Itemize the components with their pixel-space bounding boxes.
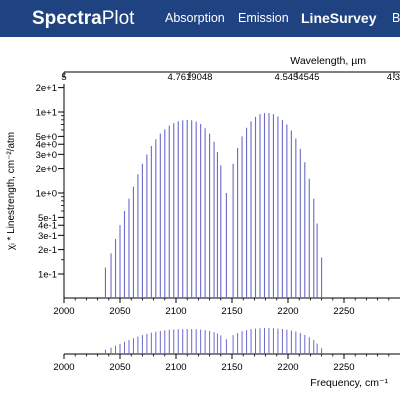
app-logo[interactable]: SpectraPlot bbox=[32, 8, 134, 30]
overview-x-tick-group: 2000 2050 2100 2150 2200 2250 bbox=[53, 354, 390, 373]
y-tick-label: 5e-1 bbox=[38, 213, 57, 224]
nav-absorption[interactable]: Absorption bbox=[165, 11, 225, 25]
y-tick-label: 2e-1 bbox=[38, 245, 57, 256]
overview-x-tick-label: 2100 bbox=[165, 362, 186, 373]
y-tick-label: 4e+0 bbox=[36, 140, 57, 151]
top-tick-label: 4.3 bbox=[387, 72, 400, 83]
x-axis-label: Frequency, cm⁻¹ bbox=[310, 377, 388, 389]
top-tick-label: 4.7619048 bbox=[168, 72, 213, 83]
y-tick-label: 1e+0 bbox=[36, 189, 57, 200]
y-tick-label: 3e-1 bbox=[38, 231, 57, 242]
y-tick-label: 2e+0 bbox=[36, 164, 57, 175]
overview-x-tick-label: 2000 bbox=[53, 362, 74, 373]
brand-light-text: Plot bbox=[101, 8, 135, 29]
x-tick-label: 2150 bbox=[221, 306, 242, 317]
brand-bold-text: Spectra bbox=[32, 8, 102, 29]
overview-x-tick-label: 2200 bbox=[277, 362, 298, 373]
spectral-lines bbox=[104, 113, 323, 298]
y-tick-label: 1e+1 bbox=[36, 108, 57, 119]
x-tick-group: 2000 2050 2100 2150 2200 2250 bbox=[53, 298, 390, 317]
x-tick-label: 2000 bbox=[53, 306, 74, 317]
y-axis-label: χᵢ * Linestrength, cm⁻²/atm bbox=[6, 132, 17, 250]
top-navigation-bar: SpectraPlot Absorption Emission LineSurv… bbox=[0, 0, 400, 37]
top-tick-label: 5 bbox=[61, 72, 66, 83]
nav-linesurvey[interactable]: LineSurvey bbox=[301, 10, 377, 26]
x-tick-label: 2250 bbox=[333, 306, 354, 317]
overview-x-tick-label: 2250 bbox=[333, 362, 354, 373]
y-tick-label: 4e-1 bbox=[38, 221, 57, 232]
overview-x-tick-label: 2050 bbox=[109, 362, 130, 373]
y-tick-label: 1e-1 bbox=[38, 270, 57, 281]
y-tick-label: 3e+0 bbox=[36, 150, 57, 161]
y-tick-label: 2e+1 bbox=[36, 83, 57, 94]
x-tick-label: 2100 bbox=[165, 306, 186, 317]
x-tick-label: 2050 bbox=[109, 306, 130, 317]
top-axis-label: Wavelength, µm bbox=[290, 55, 366, 67]
y-tick-label: 5e+0 bbox=[36, 132, 57, 143]
x-tick-label: 2200 bbox=[277, 306, 298, 317]
overview-x-tick-label: 2150 bbox=[221, 362, 242, 373]
y-tick-group: 2e+1 1e+1 5e+04e+03e+0 2e+0 1e+0 5e-14e-13e-1… bbox=[36, 83, 64, 281]
top-tick-label: 4.5454545 bbox=[275, 72, 320, 83]
nav-b[interactable]: B bbox=[392, 11, 400, 25]
nav-emission[interactable]: Emission bbox=[238, 11, 289, 25]
overview-spectral-lines bbox=[104, 328, 323, 354]
